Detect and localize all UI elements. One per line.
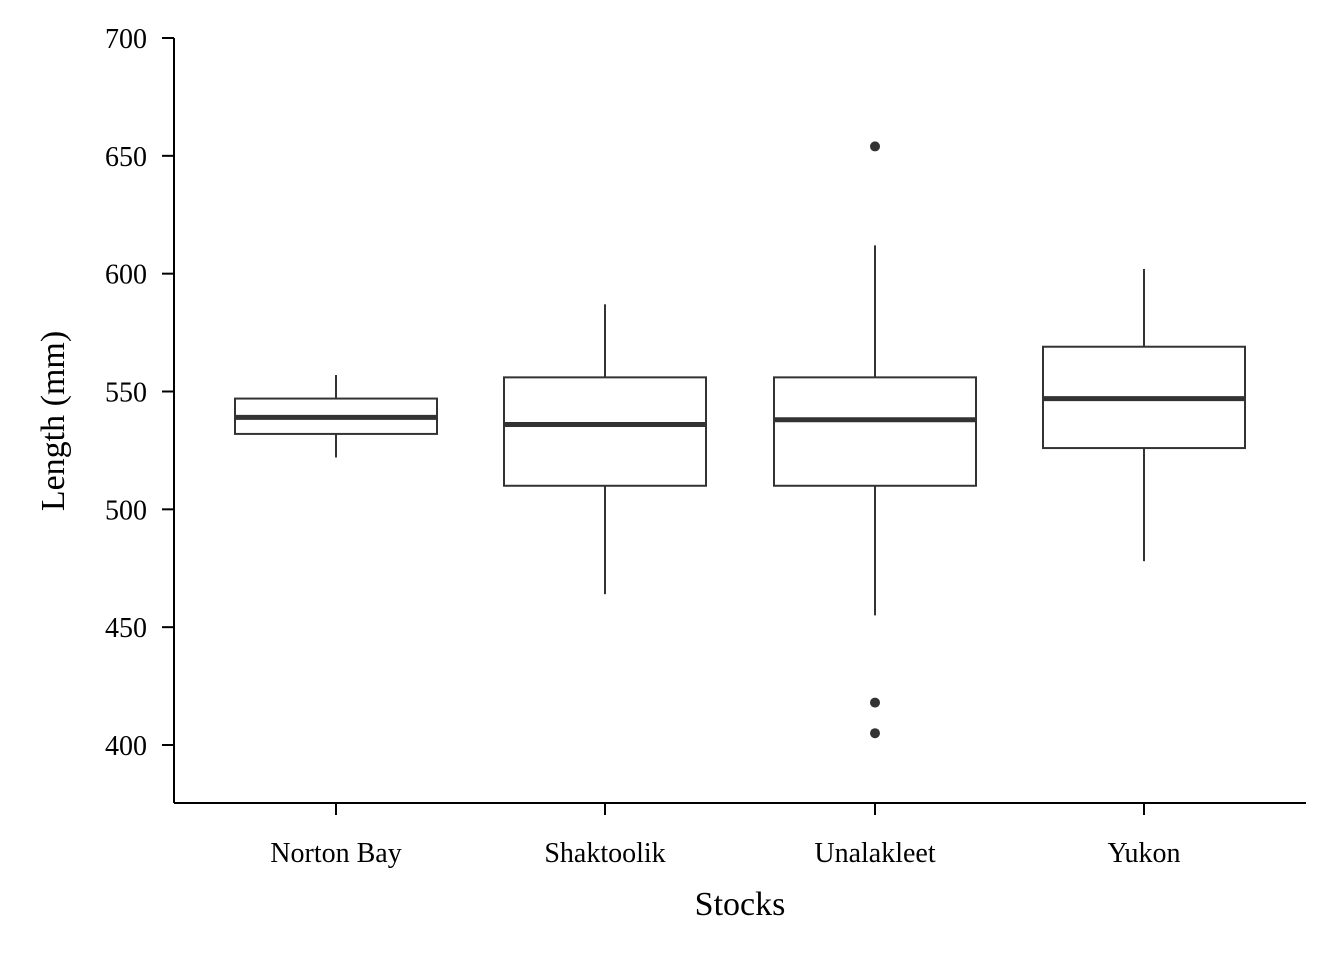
x-tick-label: Norton Bay [270,838,401,869]
x-axis: Norton Bay Shaktoolik Unalakleet Yukon [174,802,1306,869]
y-tick-label: 400 [105,731,147,762]
outlier-point [870,728,880,739]
boxes [234,141,1246,739]
x-tick-label: Yukon [1107,838,1180,869]
y-tick-label: 450 [105,613,147,644]
outlier-point [870,141,880,152]
box-group [234,375,438,458]
y-tick-label: 500 [105,495,147,526]
box [503,376,707,487]
box-group [503,304,707,595]
box [773,376,977,487]
x-tick-label: Unalakleet [814,838,935,869]
x-axis-title: Stocks [695,886,786,923]
outlier-point [870,697,880,708]
y-tick-label: 550 [105,378,147,409]
x-tick-label: Shaktoolik [544,838,665,869]
y-tick-label: 650 [105,142,147,173]
box-group [773,141,977,739]
y-axis: 400 450 500 550 600 650 700 [105,24,175,803]
y-tick-label: 600 [105,260,147,291]
y-axis-title: Length (mm) [35,331,72,511]
y-tick-label: 700 [105,24,147,55]
box-group [1042,268,1246,562]
